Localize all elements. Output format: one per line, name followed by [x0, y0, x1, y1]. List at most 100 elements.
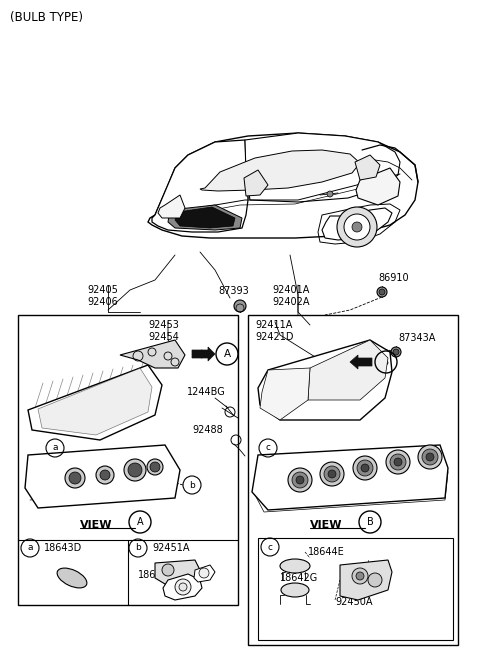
Polygon shape	[244, 170, 268, 196]
Circle shape	[377, 287, 387, 297]
Text: A: A	[223, 349, 230, 359]
Polygon shape	[195, 148, 375, 198]
Circle shape	[352, 568, 368, 584]
Text: c: c	[265, 443, 271, 452]
Ellipse shape	[57, 568, 87, 588]
Polygon shape	[152, 140, 248, 232]
Polygon shape	[148, 133, 418, 238]
Circle shape	[234, 300, 246, 312]
Circle shape	[391, 347, 401, 357]
Text: b: b	[135, 544, 141, 552]
Text: 92450A: 92450A	[335, 597, 372, 607]
Circle shape	[328, 470, 336, 478]
Text: 1244BG: 1244BG	[187, 387, 226, 397]
Circle shape	[368, 573, 382, 587]
Circle shape	[179, 583, 187, 591]
Polygon shape	[356, 168, 400, 205]
Text: 18643P: 18643P	[138, 570, 175, 580]
Polygon shape	[355, 155, 380, 180]
Polygon shape	[163, 574, 202, 600]
Polygon shape	[25, 445, 180, 508]
Text: VIEW: VIEW	[310, 520, 343, 530]
Circle shape	[394, 458, 402, 466]
Polygon shape	[38, 368, 152, 435]
Text: 87343A: 87343A	[398, 333, 435, 343]
Text: 87393: 87393	[218, 286, 249, 296]
Bar	[248, 315, 458, 645]
Text: B: B	[383, 357, 390, 367]
Circle shape	[393, 349, 399, 355]
Text: 92401A: 92401A	[272, 285, 310, 295]
Circle shape	[320, 462, 344, 486]
Circle shape	[96, 466, 114, 484]
Circle shape	[356, 572, 364, 580]
Polygon shape	[258, 340, 392, 420]
Circle shape	[361, 464, 369, 472]
Circle shape	[100, 470, 110, 480]
Circle shape	[353, 456, 377, 480]
Bar	[18, 315, 238, 605]
Bar	[258, 538, 453, 640]
Circle shape	[344, 214, 370, 240]
Text: 86910: 86910	[378, 273, 408, 283]
Polygon shape	[350, 355, 372, 369]
Ellipse shape	[280, 559, 310, 573]
Text: A: A	[137, 517, 144, 527]
Circle shape	[324, 466, 340, 482]
Text: 92402A: 92402A	[272, 297, 310, 307]
Text: B: B	[367, 517, 373, 527]
Text: 92411A: 92411A	[255, 320, 292, 330]
Circle shape	[327, 191, 333, 197]
Circle shape	[296, 476, 304, 484]
Polygon shape	[158, 195, 185, 218]
Text: 18643D: 18643D	[44, 543, 82, 553]
Polygon shape	[245, 133, 400, 202]
Circle shape	[357, 460, 373, 476]
Circle shape	[124, 459, 146, 481]
Circle shape	[199, 568, 209, 578]
Text: a: a	[52, 443, 58, 452]
Polygon shape	[322, 208, 392, 240]
Text: 92406: 92406	[87, 297, 118, 307]
Text: 18642G: 18642G	[280, 573, 318, 583]
Circle shape	[147, 459, 163, 475]
Circle shape	[162, 564, 174, 576]
Polygon shape	[28, 365, 162, 440]
Circle shape	[65, 468, 85, 488]
Polygon shape	[308, 340, 388, 400]
Circle shape	[418, 445, 442, 469]
Circle shape	[288, 468, 312, 492]
Polygon shape	[168, 205, 242, 230]
Circle shape	[69, 472, 81, 484]
Text: 92451A: 92451A	[152, 543, 190, 553]
Circle shape	[150, 462, 160, 472]
Polygon shape	[200, 150, 360, 191]
Text: a: a	[27, 544, 33, 552]
Polygon shape	[260, 368, 310, 420]
Polygon shape	[192, 347, 215, 361]
Polygon shape	[194, 565, 215, 582]
Text: b: b	[189, 481, 195, 490]
Polygon shape	[252, 445, 448, 510]
Circle shape	[175, 579, 191, 595]
Circle shape	[386, 450, 410, 474]
Text: 92421D: 92421D	[255, 332, 293, 342]
Text: 92453: 92453	[148, 320, 179, 330]
Circle shape	[128, 463, 142, 477]
Text: c: c	[267, 542, 273, 552]
Circle shape	[390, 454, 406, 470]
Text: 92454: 92454	[148, 332, 179, 342]
Polygon shape	[340, 560, 392, 600]
Text: 92405: 92405	[87, 285, 118, 295]
Polygon shape	[155, 560, 200, 584]
Text: VIEW: VIEW	[80, 520, 112, 530]
Ellipse shape	[281, 583, 309, 597]
Polygon shape	[175, 207, 235, 228]
Text: (BULB TYPE): (BULB TYPE)	[10, 12, 83, 25]
Polygon shape	[120, 340, 185, 368]
Text: 92488: 92488	[192, 425, 223, 435]
Circle shape	[337, 207, 377, 247]
Circle shape	[379, 289, 385, 295]
Circle shape	[352, 222, 362, 232]
Circle shape	[422, 449, 438, 465]
